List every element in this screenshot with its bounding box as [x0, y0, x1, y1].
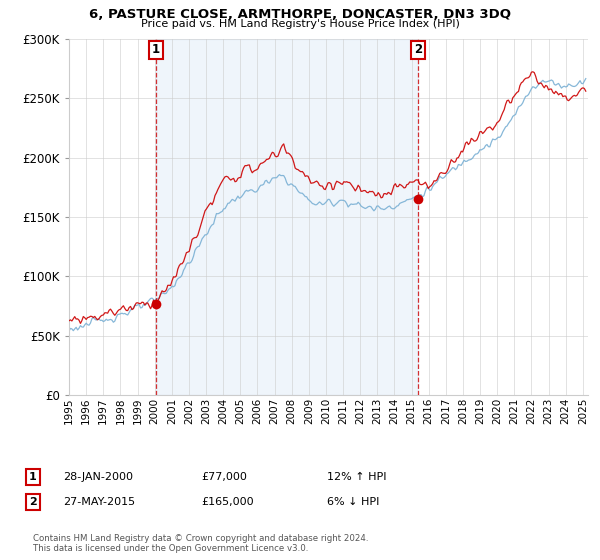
Text: 1: 1 [152, 43, 160, 57]
Text: 1: 1 [29, 472, 37, 482]
Text: 6, PASTURE CLOSE, ARMTHORPE, DONCASTER, DN3 3DQ: 6, PASTURE CLOSE, ARMTHORPE, DONCASTER, … [89, 8, 511, 21]
Text: Price paid vs. HM Land Registry's House Price Index (HPI): Price paid vs. HM Land Registry's House … [140, 19, 460, 29]
Text: 12% ↑ HPI: 12% ↑ HPI [327, 472, 386, 482]
Text: 2: 2 [414, 43, 422, 57]
Text: £77,000: £77,000 [201, 472, 247, 482]
Text: 28-JAN-2000: 28-JAN-2000 [63, 472, 133, 482]
Text: £165,000: £165,000 [201, 497, 254, 507]
Text: 2: 2 [29, 497, 37, 507]
Bar [156, 39, 418, 395]
Text: Contains HM Land Registry data © Crown copyright and database right 2024.
This d: Contains HM Land Registry data © Crown c… [33, 534, 368, 553]
Text: 6% ↓ HPI: 6% ↓ HPI [327, 497, 379, 507]
Text: 27-MAY-2015: 27-MAY-2015 [63, 497, 135, 507]
